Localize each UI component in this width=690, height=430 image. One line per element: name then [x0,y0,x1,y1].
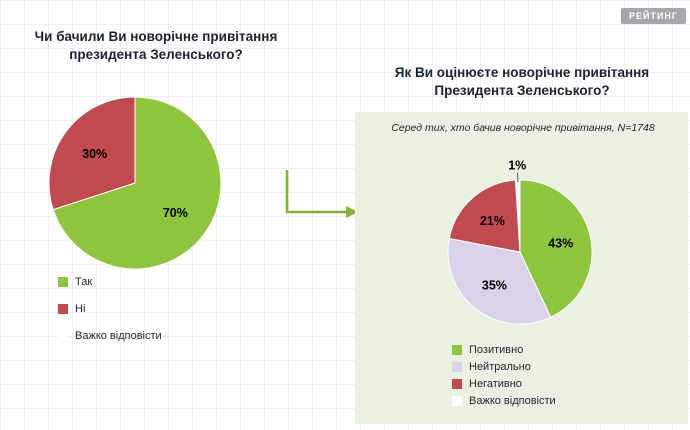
legend-label-neutral: Нейтрально [469,361,531,373]
legend-swatch-no [58,304,68,314]
legend-label-yes: Так [75,276,93,288]
rating-logo: РЕЙТИНГ [620,8,686,24]
arrow-line [285,170,346,214]
pie-slice [52,96,222,270]
legend-swatch-neutral [452,362,462,372]
legend-item-hard-to-answer: Важко відповісти [58,330,162,342]
pie-slice-label: 21% [480,214,505,228]
pie-slice [48,96,136,211]
left-chart-title: Чи бачили Ви новорічне привітання презид… [34,29,278,63]
legend-item-positive: Позитивно [452,344,556,356]
left-pie-chart: 70% 30% [48,96,222,270]
right-pie-chart: 43% 35% 21% 1% [447,159,593,325]
pie-slice [447,237,552,325]
right-chart-title: Як Ви оцінюєте новорічне привітання През… [394,65,650,99]
legend-item-yes: Так [58,276,162,288]
right-legend: Позитивно Нейтрально Негативно Важко від… [452,344,556,412]
legend-swatch-negative [452,379,462,389]
legend-label-hard-to-answer: Важко відповісти [75,330,162,342]
pie-slice [519,179,593,318]
connector-arrow [285,170,358,218]
left-legend: Так Ні Важко відповісти [58,276,162,357]
legend-swatch-positive [452,345,462,355]
pie-slice-label: 30% [82,147,107,161]
pie-slice-label: 35% [482,278,507,292]
legend-label-positive: Позитивно [469,344,524,356]
arrow-head-icon [346,206,358,218]
pie-slice [448,179,521,253]
legend-swatch-hard-to-answer [452,396,462,406]
pie-slice-label: 1% [508,159,526,173]
legend-label-hard-to-answer: Важко відповісти [469,395,556,407]
legend-swatch-yes [58,277,68,287]
legend-item-neutral: Нейтрально [452,361,556,373]
legend-swatch-hard-to-answer [58,331,68,341]
legend-item-hard-to-answer: Важко відповісти [452,395,556,407]
legend-label-negative: Негативно [469,378,522,390]
pie-slice-label: 43% [548,236,573,250]
legend-label-no: Ні [75,303,86,315]
legend-item-negative: Негативно [452,378,556,390]
right-chart-subtitle: Серед тих, хто бачив новорічне привітанн… [391,122,655,134]
legend-item-no: Ні [58,303,162,315]
pie-slice-label: 70% [163,206,188,220]
